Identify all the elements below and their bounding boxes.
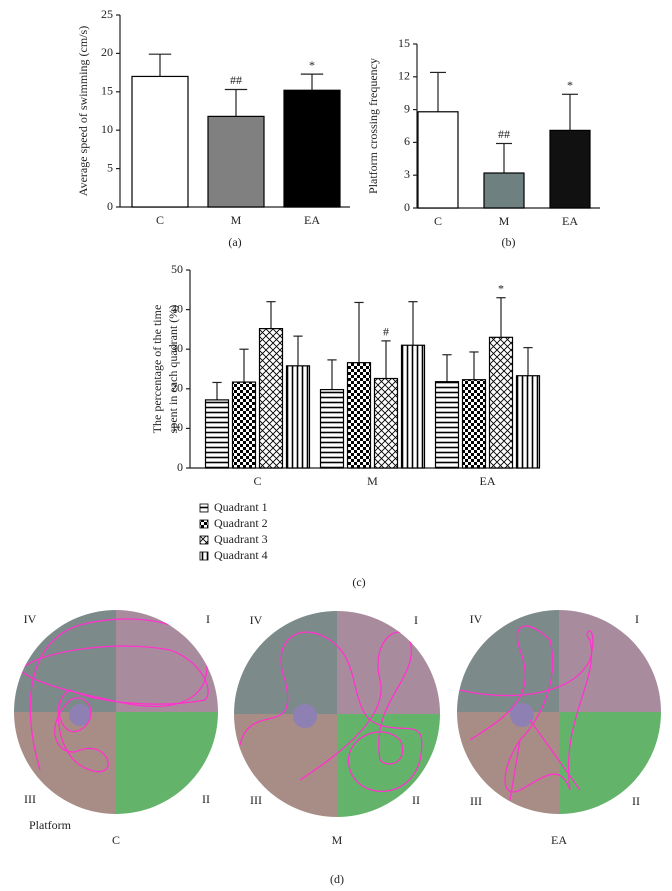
pool-ea <box>457 610 661 814</box>
bar <box>258 328 284 469</box>
panel-label: (b) <box>502 235 516 249</box>
bar <box>461 379 487 469</box>
x-tick-label: C <box>253 474 261 488</box>
bar <box>549 129 591 209</box>
x-tick-label: EA <box>562 214 578 228</box>
x-tick-label: EA <box>304 213 320 227</box>
quadrant-label: I <box>414 613 418 627</box>
y-tick-label: 12 <box>398 69 410 83</box>
quadrant-label: I <box>635 612 639 626</box>
y-tick-label: 25 <box>101 7 113 21</box>
bar <box>488 336 514 469</box>
bar <box>319 388 345 469</box>
y-tick-label: 15 <box>398 36 410 50</box>
quadrant-label: I <box>206 612 210 626</box>
y-tick-label: 40 <box>171 301 183 315</box>
bar <box>483 172 525 209</box>
group-label: C <box>112 833 120 847</box>
quadrant-label: II <box>202 792 210 806</box>
y-axis-label: The percentage of the time <box>150 305 164 434</box>
annotation: * <box>567 78 573 92</box>
x-tick-label: M <box>367 474 378 488</box>
quadrant-label: IV <box>470 612 483 626</box>
x-tick-label: EA <box>480 474 496 488</box>
pool-labels: IV I III II IV I III II IV I III II Plat… <box>24 612 640 886</box>
y-tick-label: 30 <box>171 341 183 355</box>
bar <box>283 89 341 208</box>
legend-label: Quadrant 2 <box>214 516 268 530</box>
quadrant-label: II <box>412 793 420 807</box>
legend-swatch <box>199 551 209 561</box>
x-tick-label: M <box>499 214 510 228</box>
legend-label: Quadrant 4 <box>214 548 268 562</box>
annotation: ## <box>498 127 510 141</box>
y-tick-label: 20 <box>171 381 183 395</box>
x-tick-label: M <box>231 213 242 227</box>
pool-c <box>14 610 218 814</box>
y-tick-label: 3 <box>404 167 410 181</box>
y-tick-label: 50 <box>171 262 183 276</box>
platform-label: Platform <box>29 818 72 832</box>
legend-swatch <box>199 503 209 513</box>
group-label: EA <box>551 833 567 847</box>
quadrant-label: III <box>250 793 262 807</box>
quadrant-label: III <box>470 794 482 808</box>
annotation: * <box>498 281 504 295</box>
y-axis-label: Platform crossing frequency <box>366 58 380 194</box>
legend-label: Quadrant 3 <box>214 532 268 546</box>
quadrant-label: IV <box>24 612 37 626</box>
bar <box>207 115 265 208</box>
panel-label: (a) <box>228 235 241 249</box>
x-tick-label: C <box>434 214 442 228</box>
panel-label: (c) <box>352 575 365 589</box>
y-tick-label: 0 <box>177 460 183 474</box>
bar <box>204 399 230 469</box>
bar <box>417 111 459 209</box>
quadrant-label: II <box>632 794 640 808</box>
x-tick-label: C <box>156 213 164 227</box>
y-tick-label: 20 <box>101 45 113 59</box>
bar <box>515 375 541 469</box>
y-tick-label: 10 <box>171 420 183 434</box>
bar <box>285 365 311 469</box>
legend-swatch <box>199 535 209 545</box>
group-label: M <box>332 833 343 847</box>
legend-swatch <box>199 519 209 529</box>
bar <box>400 344 426 469</box>
y-tick-label: 9 <box>404 101 410 115</box>
y-tick-label: 0 <box>404 200 410 214</box>
legend-label: Quadrant 1 <box>214 500 268 514</box>
y-tick-label: 5 <box>107 160 113 174</box>
y-tick-label: 0 <box>107 199 113 213</box>
quadrant-label: IV <box>250 613 263 627</box>
bar <box>373 377 399 469</box>
bar <box>131 75 189 208</box>
panel-label: (d) <box>330 872 344 886</box>
quadrant-label: III <box>24 792 36 806</box>
y-tick-label: 6 <box>404 134 410 148</box>
bar <box>231 381 257 469</box>
pool-m <box>234 611 440 817</box>
annotation: * <box>309 58 315 72</box>
y-axis-label: spent in each quadrant (%) <box>166 305 180 434</box>
bar <box>434 381 460 469</box>
y-tick-label: 10 <box>101 122 113 136</box>
annotation: # <box>383 325 389 339</box>
y-axis-label: Average speed of swimming (cm/s) <box>76 26 90 196</box>
annotation: ## <box>230 73 242 87</box>
bar <box>346 362 372 469</box>
y-tick-label: 15 <box>101 84 113 98</box>
